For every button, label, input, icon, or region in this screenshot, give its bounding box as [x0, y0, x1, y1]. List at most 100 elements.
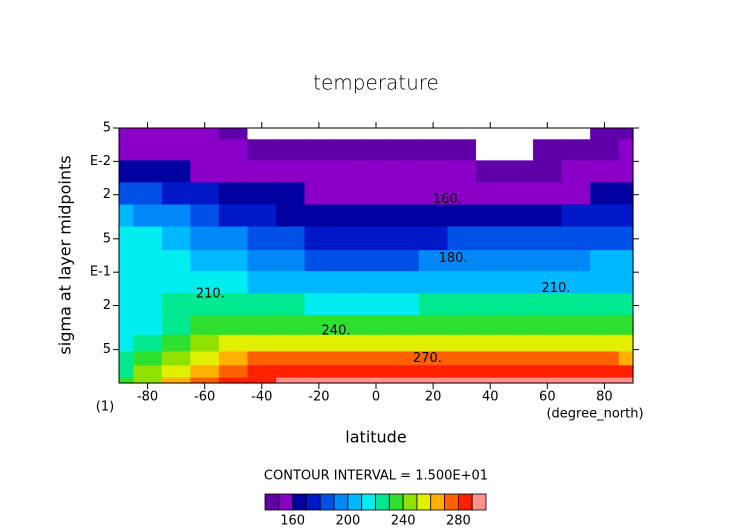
field-cell [390, 139, 420, 161]
field-cell [618, 271, 634, 294]
field-cell [247, 271, 277, 294]
field-cell [247, 139, 277, 161]
y-tick-label: 5 [103, 121, 111, 136]
colorbar-box [444, 493, 459, 511]
field-cell [475, 271, 506, 294]
field-cell [418, 315, 448, 336]
field-cell [247, 334, 277, 353]
field-cell [447, 351, 477, 366]
field-cell [218, 315, 249, 336]
field-cell [561, 315, 591, 336]
field-cell [276, 315, 306, 336]
field-cell [418, 204, 448, 228]
field-cell [276, 139, 306, 161]
field-cell [119, 293, 134, 316]
colorbar-box [361, 493, 376, 511]
field-cell [190, 315, 220, 336]
colorbar-box [457, 493, 473, 511]
field-cell [475, 334, 506, 353]
field-cell [390, 250, 420, 272]
field-cell [276, 226, 306, 251]
field-cell [418, 377, 448, 384]
field-cell [475, 250, 506, 272]
field-cell [133, 250, 163, 272]
field-cell [361, 182, 391, 206]
field-cell [447, 160, 477, 184]
colorbar-box [471, 493, 487, 511]
field-cell [590, 334, 620, 353]
field-cell [390, 377, 420, 384]
field-cell [304, 293, 334, 316]
field-cell [390, 160, 420, 184]
field-cell [161, 160, 191, 184]
field-cell [447, 250, 477, 272]
field-cell [133, 160, 163, 184]
field-cell [533, 351, 563, 366]
field-cell [390, 293, 420, 316]
contour-label: 160. [433, 192, 462, 207]
field-cell [504, 139, 534, 161]
colorbar-box [264, 493, 280, 511]
field-cell [447, 365, 477, 379]
field-cell [161, 351, 191, 366]
field-cell [447, 293, 477, 316]
y-tick-label: E-2 [90, 154, 111, 169]
field-cell [119, 351, 134, 366]
field-cell [119, 271, 134, 294]
field-cell [618, 182, 634, 206]
field-cell [333, 365, 363, 379]
contour-label: 240. [322, 324, 351, 339]
field-cell [533, 250, 563, 272]
field-cell [475, 365, 506, 379]
x-tick-label: 0 [372, 390, 380, 405]
x-tick-label: 80 [596, 390, 613, 405]
field-cell [504, 226, 534, 251]
field-cell [119, 182, 134, 206]
field-cell [161, 139, 191, 161]
field-cell [276, 271, 306, 294]
field-cell [361, 139, 391, 161]
field-cell [218, 139, 249, 161]
field-cell [218, 226, 249, 251]
field-cell [247, 204, 277, 228]
field-cell [304, 250, 334, 272]
field-cell [475, 226, 506, 251]
field-cell [590, 377, 620, 384]
field-cell [561, 377, 591, 384]
y-tick-label: 5 [103, 342, 111, 357]
field-cell [247, 250, 277, 272]
x-tick-label: 20 [425, 390, 442, 405]
field-cell [475, 351, 506, 366]
field-cell [361, 293, 391, 316]
field-cell [618, 204, 634, 228]
chart-title: temperature [313, 71, 439, 95]
field-cell [475, 377, 506, 384]
x-tick-label: 60 [539, 390, 556, 405]
field-cell [133, 334, 163, 353]
field-cell [361, 271, 391, 294]
field-cell [333, 334, 363, 353]
field-cell [475, 204, 506, 228]
field-cell [276, 334, 306, 353]
field-cell [590, 365, 620, 379]
field-cell [190, 128, 220, 140]
field-cell [561, 271, 591, 294]
field-cell [190, 334, 220, 353]
field-cell [475, 139, 506, 161]
contour-label: 210. [196, 287, 225, 302]
field-cell [447, 128, 477, 140]
field-cell [133, 204, 163, 228]
colorbar-box [292, 493, 307, 511]
field-cell [418, 271, 448, 294]
y-axis-label: sigma at layer midpoints [56, 155, 75, 354]
field-cell [361, 351, 391, 366]
field-cell [333, 377, 363, 384]
field-cell [447, 377, 477, 384]
field-cell [618, 160, 634, 184]
colorbar-box [306, 493, 321, 511]
field-cell [333, 139, 363, 161]
field-cell [133, 139, 163, 161]
field-cell [561, 204, 591, 228]
field-cell [361, 160, 391, 184]
field-cell [133, 182, 163, 206]
